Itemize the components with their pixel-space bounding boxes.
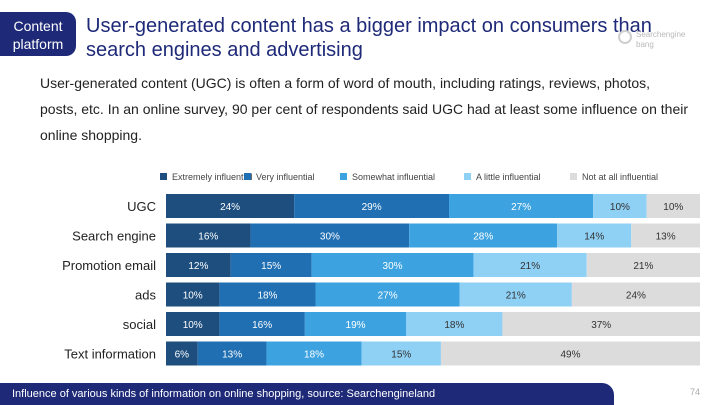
data-label-social-extremely-influential: 10% (183, 320, 203, 331)
bar-search-engine-very-influential (250, 223, 410, 248)
bar-promotion-email-extremely-influential (166, 253, 231, 277)
bar-text-information-somewhat-influential (266, 341, 362, 366)
data-label-promotion-email-not-at-all-influential: 21% (633, 261, 653, 272)
section-tag-label: Content platform (12, 18, 64, 52)
section-tag: Content platform (0, 12, 76, 56)
data-label-ads-somewhat-influential: 27% (378, 291, 398, 302)
category-label-ads: ads (135, 288, 156, 303)
legend-swatch-extremely-influential (160, 173, 167, 180)
bar-ads-somewhat-influential (315, 282, 460, 307)
data-label-search-engine-not-at-all-influential: 13% (656, 232, 676, 243)
category-label-search-engine: Search engine (72, 229, 156, 244)
data-label-ads-very-influential: 18% (257, 291, 277, 302)
data-label-text-information-not-at-all-influential: 49% (560, 350, 580, 361)
category-label-ugc: UGC (127, 199, 156, 214)
bar-ads-very-influential (219, 282, 316, 307)
data-label-ugc-extremely-influential: 24% (220, 202, 240, 213)
bar-promotion-email-very-influential (230, 253, 312, 277)
slide-title: User-generated content has a bigger impa… (86, 15, 652, 61)
legend-label-a-little-influential: A little influential (476, 172, 541, 182)
data-label-ugc-very-influential: 29% (362, 202, 382, 213)
legend-label-extremely-influential: Extremely influential (172, 172, 253, 182)
data-label-text-information-extremely-influential: 6% (175, 350, 190, 361)
legend-swatch-very-influential (244, 173, 251, 180)
bar-text-information-extremely-influential (166, 341, 198, 366)
data-label-promotion-email-a-little-influential: 21% (520, 261, 540, 272)
bar-ugc-very-influential (294, 194, 450, 218)
bar-search-engine-somewhat-influential (409, 223, 558, 248)
data-label-social-not-at-all-influential: 37% (591, 320, 611, 331)
data-label-ugc-a-little-influential: 10% (610, 202, 630, 213)
bar-social-somewhat-influential (304, 312, 407, 336)
bar-social-a-little-influential (406, 312, 503, 336)
footer-caption-bar: Influence of various kinds of informatio… (0, 383, 614, 405)
bar-text-information-not-at-all-influential (440, 341, 700, 366)
legend-label-not-at-all-influential: Not at all influential (582, 172, 658, 182)
bar-ads-extremely-influential (166, 282, 220, 307)
data-label-promotion-email-somewhat-influential: 30% (383, 261, 403, 272)
data-label-text-information-a-little-influential: 15% (391, 350, 411, 361)
bar-ugc-not-at-all-influential (646, 194, 700, 218)
intro-paragraph: User-generated content (UGC) is often a … (40, 75, 688, 143)
bar-social-not-at-all-influential (502, 312, 700, 336)
logo-ring-icon (618, 30, 632, 44)
data-label-text-information-very-influential: 13% (222, 350, 242, 361)
legend-swatch-not-at-all-influential (570, 173, 577, 180)
bar-promotion-email-somewhat-influential (311, 253, 474, 277)
data-label-search-engine-very-influential: 30% (320, 232, 340, 243)
category-label-text-information: Text information (64, 347, 156, 362)
category-label-social: social (123, 317, 156, 332)
bar-text-information-very-influential (197, 341, 267, 366)
legend-swatch-somewhat-influential (340, 173, 347, 180)
data-label-social-very-influential: 16% (252, 320, 272, 331)
bar-social-extremely-influential (166, 312, 220, 336)
bar-social-very-influential (219, 312, 305, 336)
data-label-ugc-not-at-all-influential: 10% (663, 202, 683, 213)
data-label-ads-not-at-all-influential: 24% (626, 291, 646, 302)
data-label-search-engine-extremely-influential: 16% (198, 232, 218, 243)
data-label-promotion-email-extremely-influential: 12% (188, 261, 208, 272)
data-label-promotion-email-very-influential: 15% (261, 261, 281, 272)
watermark-text: Searchengine bang (636, 30, 686, 49)
data-label-text-information-somewhat-influential: 18% (304, 350, 324, 361)
legend-label-very-influential: Very influential (256, 172, 315, 182)
data-label-search-engine-somewhat-influential: 28% (473, 232, 493, 243)
category-label-promotion-email: Promotion email (62, 258, 156, 273)
bar-text-information-a-little-influential (361, 341, 441, 366)
data-label-social-somewhat-influential: 19% (346, 320, 366, 331)
bar-promotion-email-not-at-all-influential (586, 253, 700, 277)
data-label-ads-extremely-influential: 10% (183, 291, 203, 302)
bar-promotion-email-a-little-influential (473, 253, 587, 277)
legend-swatch-a-little-influential (464, 173, 471, 180)
bar-ugc-extremely-influential (166, 194, 295, 218)
data-label-social-a-little-influential: 18% (444, 320, 464, 331)
data-label-search-engine-a-little-influential: 14% (584, 232, 604, 243)
bar-search-engine-extremely-influential (166, 223, 251, 248)
watermark: Searchengine bang (618, 28, 685, 50)
footer-caption: Influence of various kinds of informatio… (12, 388, 436, 400)
stacked-bar-chart: Extremely influential Very influential Som… (62, 172, 700, 366)
legend-label-somewhat-influential: Somewhat influential (352, 172, 435, 182)
bar-search-engine-not-at-all-influential (631, 223, 700, 248)
bar-ads-not-at-all-influential (571, 282, 700, 307)
data-label-ads-a-little-influential: 21% (506, 291, 526, 302)
bar-search-engine-a-little-influential (557, 223, 632, 248)
page-number: 74 (690, 387, 701, 397)
bar-ads-a-little-influential (459, 282, 572, 307)
data-label-ugc-somewhat-influential: 27% (511, 202, 531, 213)
bar-ugc-a-little-influential (593, 194, 647, 218)
bar-ugc-somewhat-influential (449, 194, 594, 218)
